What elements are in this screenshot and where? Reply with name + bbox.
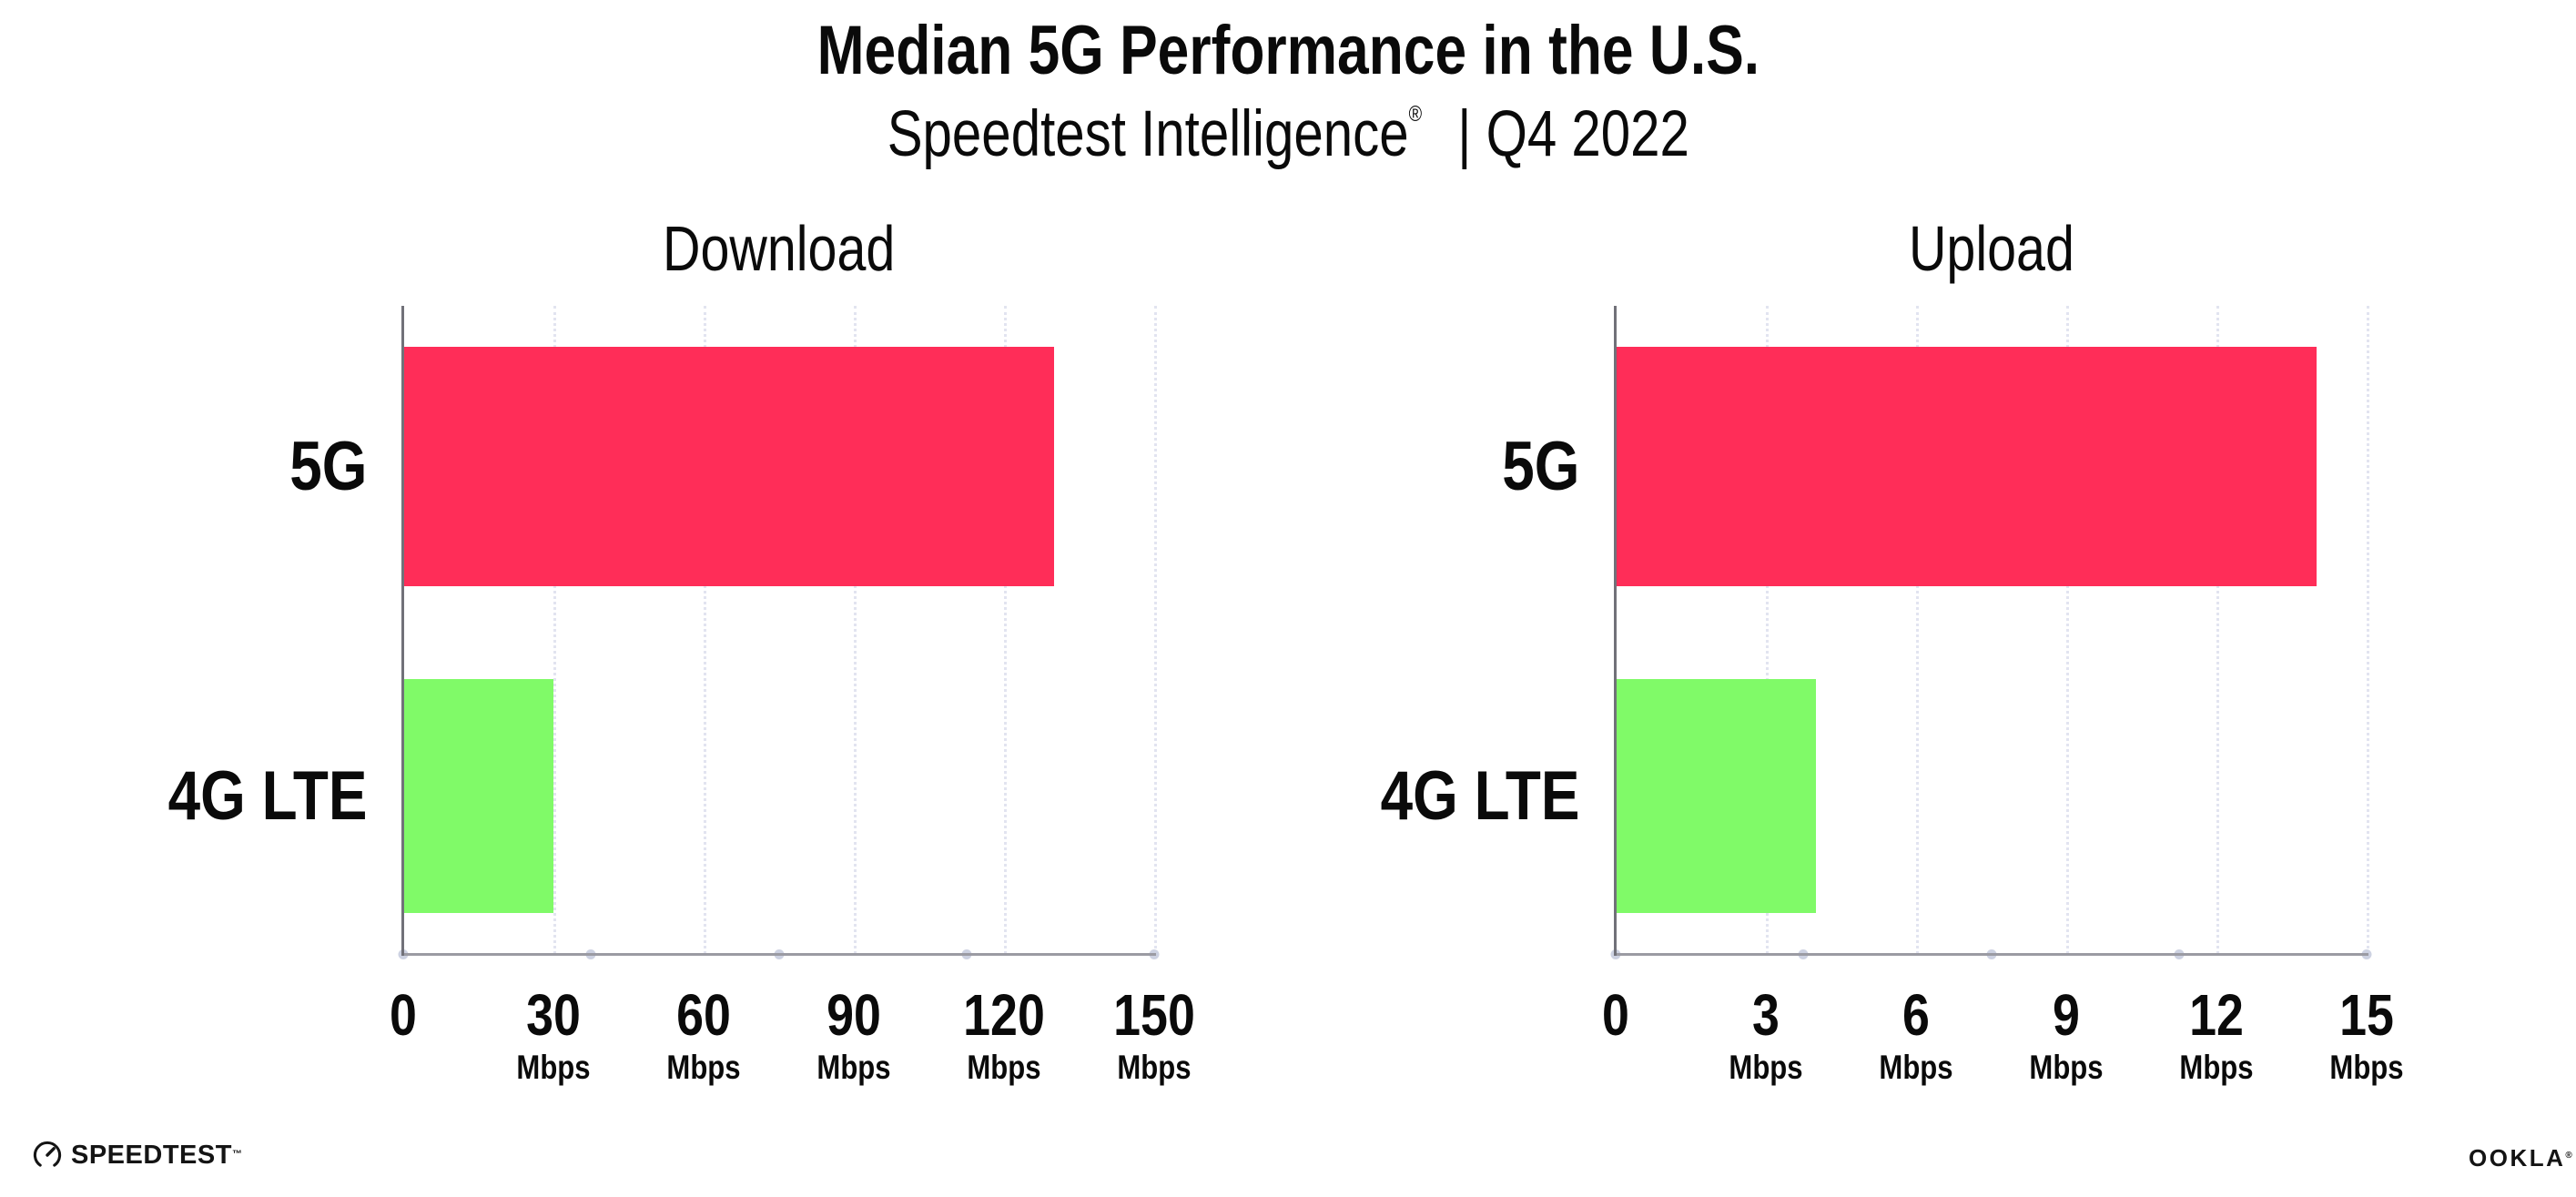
x-tick-value: 3 [1752, 982, 1780, 1048]
x-axis-ticks: 0 30 Mbps 60 Mbps 90 Mbps 120 Mbps 150 Mbps [390, 985, 1195, 1140]
gridline-12 [2216, 306, 2219, 954]
download-chart: Download 5G 4G LTE 0 30 Mbps 60 Mbps 90 Mbps 120… [112, 0, 1195, 1197]
gridline-30 [553, 306, 556, 954]
category-label-5g: 5G [1501, 427, 1579, 505]
x-tick-unit: Mbps [967, 1049, 1041, 1086]
x-axis-line [401, 953, 1156, 956]
x-tick-0: 0 [1602, 985, 1629, 1045]
gridline-6 [1916, 306, 1919, 954]
gridline-120 [1004, 306, 1007, 954]
x-tick-value: 120 [963, 982, 1045, 1048]
category-label-5g: 5G [289, 427, 367, 505]
category-label-4g-lte: 4G LTE [1380, 756, 1579, 835]
x-tick-value: 150 [1113, 982, 1195, 1048]
registered-mark: ® [1408, 102, 1422, 127]
speedtest-gauge-icon [33, 1141, 62, 1167]
gridline-9 [2066, 306, 2069, 954]
ookla-logo: OOKLA® [2469, 1144, 2572, 1172]
x-tick-value: 12 [2189, 982, 2244, 1048]
x-tick-9: 9 Mbps [2029, 985, 2103, 1089]
subtitle-brand: Speedtest Intelligence [887, 98, 1409, 170]
page-subtitle: Speedtest Intelligence® | Q4 2022 [0, 102, 2576, 167]
gridline-60 [704, 306, 706, 954]
x-tick-6: 6 Mbps [1879, 985, 1952, 1089]
x-tick-value: 6 [1902, 982, 1930, 1048]
bar-5g [1616, 347, 2317, 586]
chart-title-text: Upload [1908, 213, 2074, 284]
x-tick-value: 9 [2053, 982, 2080, 1048]
x-tick-unit: Mbps [1879, 1049, 1953, 1086]
x-tick-value: 0 [390, 982, 417, 1048]
x-tick-90: 90 Mbps [816, 985, 890, 1089]
x-tick-60: 60 Mbps [666, 985, 740, 1089]
gridline-15 [2367, 306, 2369, 954]
x-tick-unit: Mbps [2029, 1049, 2104, 1086]
x-tick-0: 0 [390, 985, 417, 1045]
x-tick-unit: Mbps [2179, 1049, 2254, 1086]
chart-title: Download [403, 217, 1154, 280]
x-tick-unit: Mbps [2329, 1049, 2404, 1086]
x-tick-120: 120 Mbps [963, 985, 1045, 1089]
gridline-3 [1766, 306, 1769, 954]
x-tick-15: 15 Mbps [2329, 985, 2403, 1089]
x-tick-3: 3 Mbps [1729, 985, 1802, 1089]
x-axis-ticks: 0 3 Mbps 6 Mbps 9 Mbps 12 Mbps 15 Mbps [1602, 985, 2404, 1140]
x-axis-line [1614, 953, 2368, 956]
upload-chart: Upload 5G 4G LTE 0 3 Mbps 6 Mbps 9 Mbps 12 Mbps 15… [1324, 0, 2404, 1197]
x-tick-12: 12 Mbps [2179, 985, 2253, 1089]
bar-4g-lte [1616, 679, 1816, 913]
subtitle-period: | Q4 2022 [1456, 98, 1689, 170]
x-tick-30: 30 Mbps [516, 985, 590, 1089]
x-tick-value: 15 [2339, 982, 2394, 1048]
category-labels: 5G 4G LTE [1324, 306, 1579, 954]
page-title: Median 5G Performance in the U.S. [0, 16, 2576, 86]
trademark-mark: ™ [231, 1149, 243, 1160]
y-axis-line [1614, 306, 1617, 956]
speedtest-wordmark: SPEEDTEST™ [71, 1141, 243, 1170]
gridline-90 [854, 306, 857, 954]
x-tick-unit: Mbps [516, 1049, 591, 1086]
y-axis-line [401, 306, 404, 956]
x-tick-value: 30 [526, 982, 581, 1048]
page-title-text: Median 5G Performance in the U.S. [816, 12, 1760, 89]
chart-title-text: Download [662, 213, 896, 284]
x-tick-value: 0 [1602, 982, 1629, 1048]
ookla-registered-mark: ® [2565, 1151, 2572, 1161]
x-tick-unit: Mbps [1729, 1049, 1803, 1086]
chart-title: Upload [1616, 217, 2367, 280]
plot-area [398, 306, 1160, 959]
x-tick-150: 150 Mbps [1113, 985, 1195, 1089]
bar-5g [403, 347, 1054, 586]
speedtest-logo: SPEEDTEST™ [32, 1140, 242, 1171]
category-labels: 5G 4G LTE [112, 306, 367, 954]
x-tick-value: 60 [676, 982, 731, 1048]
x-tick-unit: Mbps [666, 1049, 741, 1086]
page-subtitle-text: Speedtest Intelligence® | Q4 2022 [887, 102, 1689, 167]
x-tick-value: 90 [827, 982, 881, 1048]
gridline-150 [1154, 306, 1157, 954]
plot-area [1610, 306, 2372, 959]
x-tick-unit: Mbps [1117, 1049, 1192, 1086]
x-tick-unit: Mbps [816, 1049, 891, 1086]
category-label-4g-lte: 4G LTE [167, 756, 367, 835]
bar-4g-lte [403, 679, 553, 913]
